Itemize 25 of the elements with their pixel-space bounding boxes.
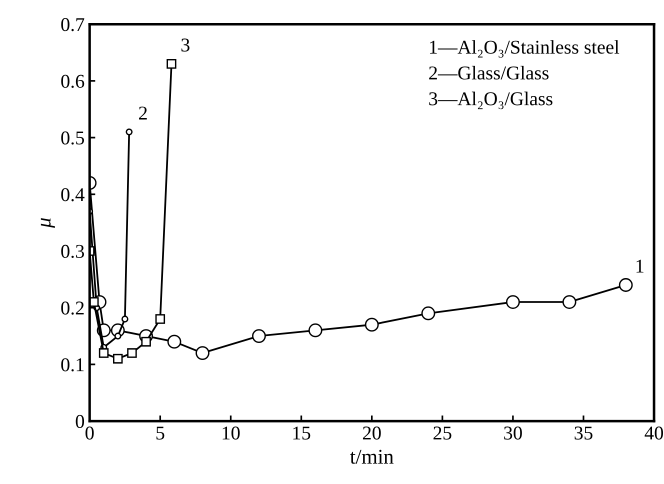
x-tick-label: 15 <box>293 426 310 440</box>
y-tick-label: 0.7 <box>61 18 84 32</box>
y-tick-label: 0.5 <box>61 131 84 145</box>
x-tick-label: 5 <box>156 426 164 440</box>
y-tick-label: 0.4 <box>61 188 84 202</box>
y-tick-label: 0 <box>76 414 84 428</box>
y-tick-label: 0.3 <box>61 244 84 258</box>
x-tick-label: 25 <box>434 426 452 440</box>
x-tick-label: 30 <box>504 426 522 440</box>
annotation: 3—Al₂O₃/Glass <box>429 92 552 110</box>
series-label: 3 <box>181 38 190 52</box>
series-label: 1 <box>636 260 644 273</box>
annotation: 2—Glass/Glass <box>429 66 549 80</box>
x-tick-label: 0 <box>86 426 94 440</box>
annotation: 1—Al₂O₃/Stainless steel <box>430 40 620 58</box>
x-axis-title: t/min <box>350 450 394 464</box>
y-tick-label: 0.6 <box>61 74 84 88</box>
x-tick-label: 35 <box>574 426 592 440</box>
x-tick-label: 40 <box>644 426 664 440</box>
series-label: 2 <box>139 106 147 120</box>
y-tick-label: 0.1 <box>61 358 84 372</box>
y-axis-title: μ <box>40 218 55 228</box>
x-tick-label: 10 <box>222 426 240 440</box>
x-tick-label: 20 <box>362 426 381 440</box>
y-tick-label: 0.2 <box>61 302 84 315</box>
